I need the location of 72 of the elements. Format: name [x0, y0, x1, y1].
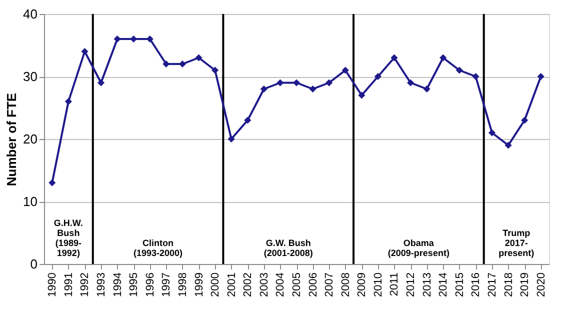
point: [537, 72, 544, 80]
point: [276, 79, 284, 86]
x-tick-label: 2008: [340, 272, 352, 297]
point: [488, 129, 496, 136]
point: [212, 66, 219, 74]
point: [326, 79, 333, 86]
x-tick-label: 2010: [372, 272, 384, 297]
x-tick-label: 2007: [324, 272, 336, 297]
x-tick-label: 2011: [388, 272, 401, 296]
x-tick-label: 2019: [519, 272, 532, 297]
annotation: Trump 2017- present): [498, 228, 534, 258]
x-tick-label: 1997: [160, 272, 173, 297]
point: [472, 72, 480, 80]
point: [64, 98, 72, 106]
y-tick-label: 20: [23, 132, 38, 146]
point: [114, 35, 121, 43]
x-tick-label: 2000: [210, 272, 222, 297]
x-tick-label: 1999: [193, 272, 206, 297]
y-tick-label: 0: [30, 256, 38, 272]
annotation: G.H.W. Bush (1989- 1992): [54, 218, 83, 258]
point: [504, 142, 512, 149]
point: [244, 116, 252, 124]
point: [440, 54, 447, 62]
point: [48, 179, 56, 186]
point: [292, 79, 300, 86]
x-tick-label: 2009: [356, 272, 368, 297]
point: [81, 48, 88, 56]
x-tick-label: 2001: [226, 272, 238, 297]
point: [406, 79, 414, 86]
x-tick-label: 1994: [112, 272, 124, 297]
x-tick-label: 1990: [46, 272, 59, 297]
x-tick-label: 2002: [242, 272, 254, 297]
point: [146, 35, 154, 43]
x-tick-label: 2014: [438, 272, 450, 297]
y-tick-label: 10: [23, 194, 38, 209]
x-tick-label: 1996: [144, 272, 156, 297]
x-tick-label: 1998: [176, 272, 189, 297]
y-tick-label: 40: [23, 6, 38, 22]
annotation: G.W. Bush (2001-2008): [264, 238, 313, 258]
point: [358, 92, 366, 99]
point: [162, 60, 170, 68]
point: [309, 85, 316, 93]
point: [130, 35, 138, 43]
x-tick-label: 2017: [486, 272, 498, 297]
x-tick-label: 1993: [96, 272, 108, 297]
x-tick-label: 2015: [454, 272, 466, 297]
point: [390, 54, 398, 62]
x-tick-label: 2006: [307, 272, 320, 297]
point: [260, 85, 268, 93]
x-tick-label: 2012: [405, 272, 418, 297]
point: [456, 66, 463, 74]
point: [423, 85, 430, 93]
x-tick-label: 2013: [421, 272, 434, 297]
annotation: Obama (2009-present): [388, 238, 450, 258]
x-tick-label: 2005: [291, 272, 303, 297]
y-axis-title: Number of FTE: [4, 92, 20, 186]
x-tick-label: 2016: [470, 272, 482, 297]
y-tick-label: 30: [23, 69, 38, 84]
point: [195, 54, 202, 62]
point: [342, 66, 349, 74]
x-tick-label: 1991: [62, 272, 75, 297]
x-tick-label: 2003: [258, 272, 270, 297]
x-tick-label: 2004: [274, 272, 287, 297]
point: [374, 72, 382, 80]
x-tick-label: 1992: [79, 272, 92, 297]
x-tick-label: 2018: [502, 272, 515, 297]
annotation: Clinton (1993-2000): [134, 238, 183, 258]
point: [97, 79, 105, 86]
point: [228, 135, 235, 143]
x-tick-label: 1995: [128, 272, 140, 297]
point: [521, 116, 528, 124]
x-tick-label: 2020: [535, 272, 548, 297]
